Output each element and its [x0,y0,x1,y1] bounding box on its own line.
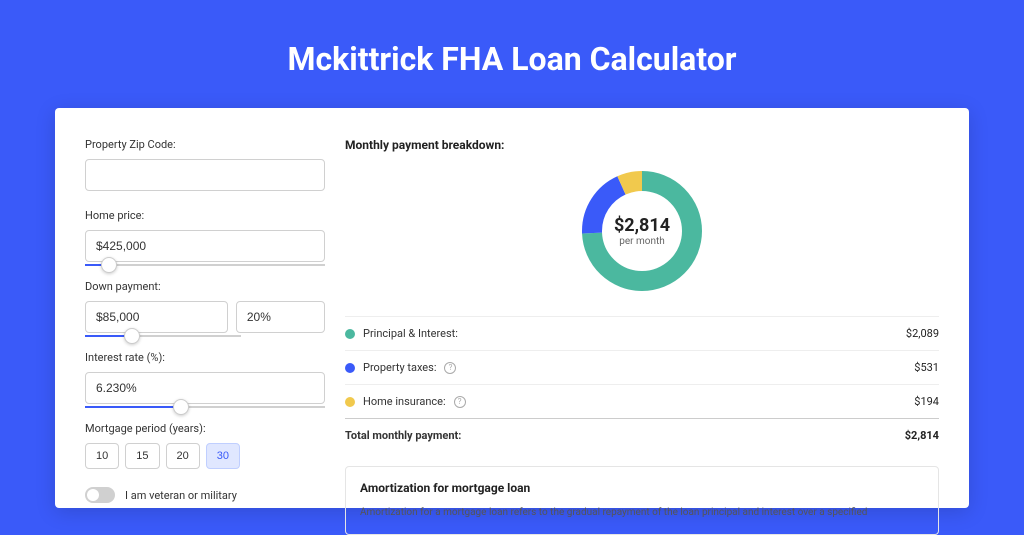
veteran-toggle-knob [87,489,99,501]
legend-row: Property taxes:? $531 [345,350,939,384]
interest-rate-field-group: Interest rate (%): [85,351,325,408]
amortization-title: Amortization for mortgage loan [360,481,924,495]
legend-label: Principal & Interest: [363,327,458,340]
info-icon[interactable]: ? [454,396,466,408]
period-button-20[interactable]: 20 [166,443,200,469]
legend-row: Home insurance:? $194 [345,384,939,418]
legend-dot [345,363,355,373]
amortization-text: Amortization for a mortgage loan refers … [360,505,924,520]
interest-rate-slider-thumb[interactable] [173,399,189,415]
total-value: $2,814 [905,429,939,442]
home-price-input[interactable] [85,230,325,262]
interest-rate-slider[interactable] [85,406,325,408]
legend-label: Property taxes: [363,361,436,374]
legend-value: $2,089 [906,327,939,340]
legend-row: Principal & Interest: $2,089 [345,316,939,350]
period-button-10[interactable]: 10 [85,443,119,469]
breakdown-panel: Monthly payment breakdown: $2,814 per mo… [345,138,939,508]
calculator-card: Property Zip Code: Home price: Down paym… [55,108,969,508]
zip-field-group: Property Zip Code: [85,138,325,195]
interest-rate-label: Interest rate (%): [85,351,325,364]
legend-value: $194 [914,395,939,408]
home-price-label: Home price: [85,209,325,222]
period-label: Mortgage period (years): [85,422,325,435]
down-payment-slider[interactable] [85,335,241,337]
legend-value: $531 [914,361,939,374]
down-payment-amount-input[interactable] [85,301,228,333]
period-button-15[interactable]: 15 [125,443,159,469]
period-field-group: Mortgage period (years): 1015 2030 [85,422,325,469]
page-title: Mckittrick FHA Loan Calculator [55,40,969,78]
donut-center-value: $2,814 [614,215,670,236]
donut-chart-wrap: $2,814 per month [345,166,939,296]
down-payment-slider-thumb[interactable] [124,328,140,344]
info-icon[interactable]: ? [444,362,456,374]
total-row: Total monthly payment: $2,814 [345,418,939,452]
donut-chart: $2,814 per month [577,166,707,296]
veteran-toggle-label: I am veteran or military [125,489,237,502]
breakdown-title: Monthly payment breakdown: [345,138,939,152]
veteran-toggle-row: I am veteran or military [85,487,325,503]
legend-dot [345,397,355,407]
home-price-slider-thumb[interactable] [101,257,117,273]
legend-label: Home insurance: [363,395,446,408]
total-label: Total monthly payment: [345,429,461,442]
down-payment-percent-input[interactable] [236,301,325,333]
home-price-slider[interactable] [85,264,325,266]
amortization-card: Amortization for mortgage loan Amortizat… [345,466,939,535]
zip-label: Property Zip Code: [85,138,325,151]
form-panel: Property Zip Code: Home price: Down paym… [85,138,325,508]
zip-input[interactable] [85,159,325,191]
home-price-field-group: Home price: [85,209,325,266]
donut-center-sub: per month [614,236,670,247]
interest-rate-input[interactable] [85,372,325,404]
down-payment-label: Down payment: [85,280,325,293]
down-payment-field-group: Down payment: [85,280,325,337]
legend-dot [345,329,355,339]
veteran-toggle[interactable] [85,487,115,503]
period-button-30[interactable]: 30 [206,443,240,469]
